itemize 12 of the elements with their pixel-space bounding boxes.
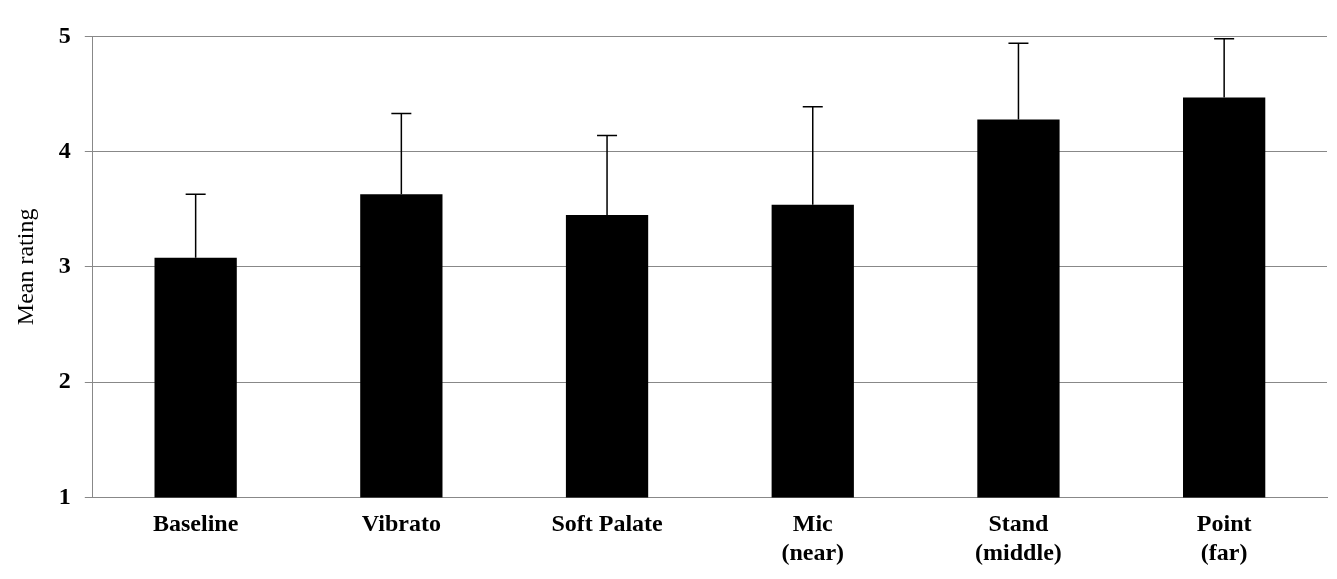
y-axis-title: Mean rating [11,208,38,326]
x-tick-label: Stand (middle) [975,510,1062,565]
x-tick-label: Vibrato [361,510,441,536]
y-tick-label: 1 [58,482,71,509]
y-tick-label: 3 [58,252,71,279]
y-tick-label: 2 [58,367,71,394]
y-tick-label: 4 [58,136,71,163]
y-tick-label: 5 [58,21,71,48]
x-tick-label: Baseline [152,510,239,536]
x-tick-label: Point (far) [1196,510,1252,565]
x-tick-label: Soft Palate [551,510,664,536]
x-tick-label: Mic (near) [781,510,845,565]
